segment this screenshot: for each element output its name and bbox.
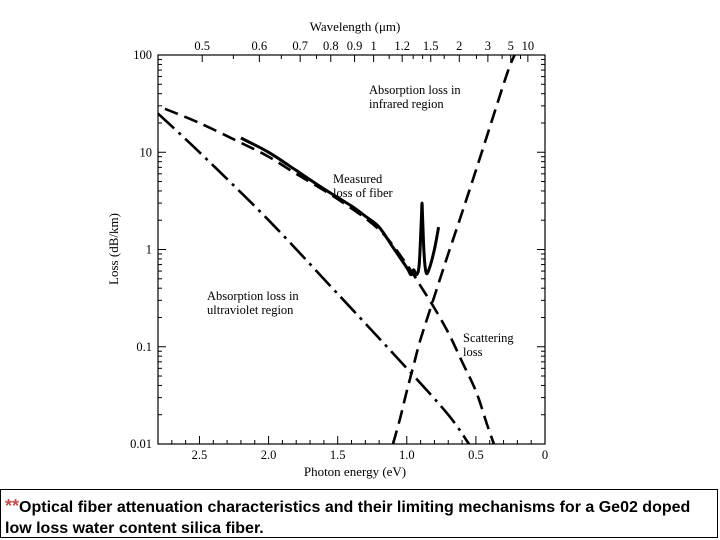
top-tick-label: 3 [485,39,491,53]
svg-text:loss of fiber: loss of fiber [333,186,394,200]
x-tick-label: 1.0 [399,448,415,462]
x-axis-label: Photon energy (eV) [304,464,406,479]
top-tick-label: 0.9 [347,39,363,53]
x-tick-label: 0.5 [468,448,484,462]
plot-frame [157,54,546,445]
y-tick-label: 100 [133,48,152,62]
top-tick-label: 2 [456,39,462,53]
top-tick-label: 5 [508,39,514,53]
svg-text:infrared region: infrared region [369,97,444,111]
x-tick-label: 1.5 [330,448,346,462]
top-axis-label: Wavelength (μm) [310,19,401,34]
series-group [157,54,516,445]
x-tick-label: 2.0 [261,448,277,462]
y-tick-label: 10 [140,145,153,159]
figure-caption: **Optical fiber attenuation characterist… [0,489,718,538]
top-tick-label: 0.8 [323,39,339,53]
series-line-3 [157,112,471,445]
top-axis-ticks: 0.5 0.6 0.7 0.8 0.9 1 1.2 1.5 2 3 5 10 [194,39,534,62]
caption-text: Optical fiber attenuation characteristic… [5,499,691,537]
y-tick-label: 0.1 [136,340,152,354]
annotation-measured: Measured loss of fiber [333,172,394,200]
y-tick-label: 1 [146,243,152,257]
svg-text:Measured: Measured [333,172,383,186]
annotation-scattering: Scattering loss [463,331,514,359]
svg-text:Scattering: Scattering [463,331,514,345]
y-axis-ticks: 100 10 1 0.1 0.01 [130,48,545,451]
top-tick-label: 1.2 [394,39,410,53]
svg-text:loss: loss [463,345,483,359]
top-tick-label: 1 [370,39,376,53]
annotation-infrared: Absorption loss in infrared region [369,83,461,111]
series-line-0 [240,136,441,277]
top-tick-label: 0.7 [292,39,308,53]
x-axis-ticks: 2.5 2.0 1.5 1.0 0.5 0 [157,436,548,462]
series-line-2 [391,54,516,445]
annotation-ultraviolet: Absorption loss in ultraviolet region [207,289,299,317]
top-tick-label: 0.6 [252,39,268,53]
caption-stars: ** [5,496,20,516]
top-tick-label: 0.5 [194,39,210,53]
series-line-1 [164,107,496,445]
top-tick-label: 1.5 [423,39,439,53]
svg-text:Absorption loss in: Absorption loss in [207,289,299,303]
top-tick-label: 10 [522,39,535,53]
svg-text:ultraviolet region: ultraviolet region [207,303,294,317]
x-tick-label: 0 [542,448,548,462]
attenuation-chart: 2.5 2.0 1.5 1.0 0.5 0 0.5 0.6 0.7 0.8 0.9 1 1.2 1.5 2… [106,19,548,479]
x-tick-label: 2.5 [192,448,208,462]
y-tick-label: 0.01 [130,437,152,451]
svg-text:Absorption loss in: Absorption loss in [369,83,461,97]
y-axis-label: Loss (dB/km) [106,213,121,285]
